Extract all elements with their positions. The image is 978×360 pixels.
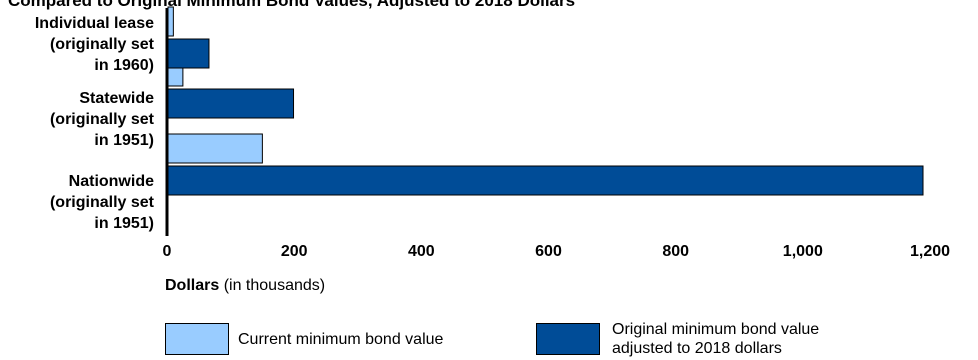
x-tick-label: 800 — [662, 243, 689, 260]
legend-swatch-current — [165, 323, 229, 355]
bar-original-0 — [167, 38, 210, 69]
x-tick-label: 1,000 — [783, 243, 823, 260]
x-tick-label: 200 — [281, 243, 308, 260]
category-label-individual-lease: Individual lease (originally set in 1960… — [0, 13, 154, 76]
category-label-line: in 1960) — [94, 57, 154, 74]
bar-current-0 — [167, 6, 174, 37]
x-axis-label-bold: Dollars — [165, 277, 220, 294]
x-axis-label-unit: (in thousands) — [219, 277, 326, 294]
category-label-line: (originally set — [49, 36, 154, 53]
category-label-statewide: Statewide (originally set in 1951) — [0, 88, 154, 151]
bar-chart: 0 200 400 600 800 1,000 1,200 — [163, 6, 950, 260]
x-tick-label: 600 — [535, 243, 562, 260]
bar-original-2 — [167, 165, 924, 196]
category-label-line: (originally set — [49, 194, 154, 211]
chart-title: Compared to Original Minimum Bond Values… — [8, 0, 576, 10]
bar-current-2 — [167, 133, 263, 164]
x-tick-label: 400 — [408, 243, 435, 260]
legend-label-original-line1: Original minimum bond value — [612, 321, 820, 338]
category-label-line: (originally set — [49, 111, 154, 128]
x-tick-label: 1,200 — [910, 243, 950, 260]
category-label-line: in 1951) — [94, 215, 154, 232]
legend-label-original: Original minimum bond value adjusted to … — [612, 320, 819, 358]
category-label-line: in 1951) — [94, 132, 154, 149]
legend-label-original-line2: adjusted to 2018 dollars — [612, 340, 782, 357]
x-tick-label: 0 — [163, 243, 172, 260]
category-label-line: Nationwide — [68, 173, 154, 190]
category-label-nationwide: Nationwide (originally set in 1951) — [0, 171, 154, 234]
bar-original-1 — [167, 88, 295, 119]
category-label-line: Individual lease — [34, 15, 154, 32]
legend-label-current: Current minimum bond value — [238, 331, 444, 348]
legend-swatch-original — [536, 323, 600, 355]
category-label-line: Statewide — [79, 90, 154, 107]
x-axis-label: Dollars (in thousands) — [165, 277, 325, 295]
